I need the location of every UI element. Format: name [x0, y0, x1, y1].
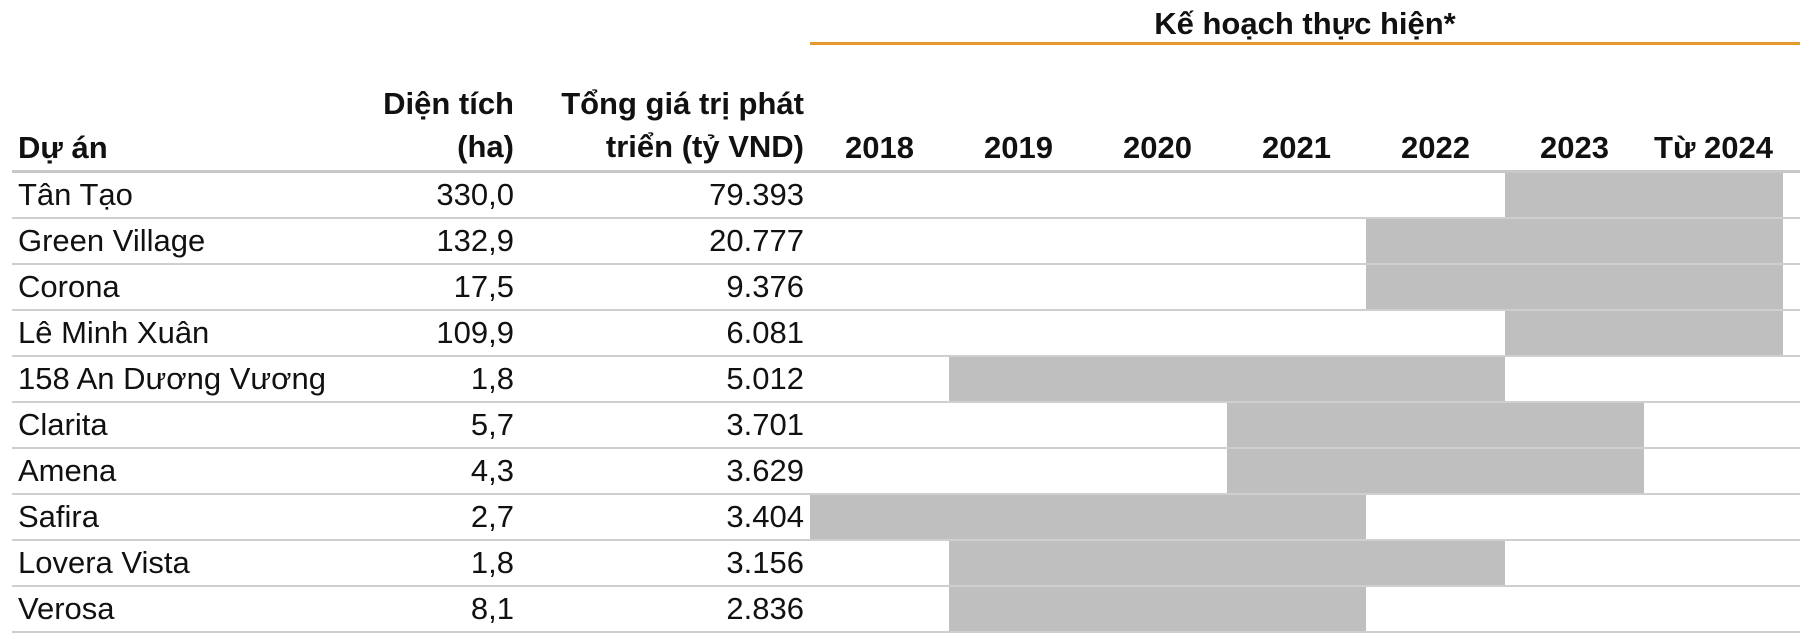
schedule-bar [1505, 311, 1783, 355]
year-header: 2019 [984, 130, 1053, 165]
table-row: Lovera Vista 1,8 3.156 [12, 541, 1800, 587]
plan-title: Kế hoạch thực hiện* [1154, 6, 1456, 41]
row-divider [12, 493, 1800, 495]
row-divider [12, 401, 1800, 403]
development-value-cell: 3.701 [726, 407, 804, 442]
year-header: 2021 [1262, 130, 1331, 165]
year-header: 2020 [1123, 130, 1192, 165]
schedule-bar [1227, 449, 1644, 493]
table-row: Amena 4,3 3.629 [12, 449, 1800, 495]
development-value-cell: 20.777 [709, 223, 804, 258]
development-value-cell: 5.012 [726, 361, 804, 396]
row-divider [12, 539, 1800, 541]
development-value-cell: 3.156 [726, 545, 804, 580]
development-value-cell: 3.404 [726, 499, 804, 534]
area-cell: 2,7 [470, 499, 514, 534]
row-divider [12, 263, 1800, 265]
header-area: Diện tích (ha) [383, 86, 514, 164]
table-row: Tân Tạo 330,0 79.393 [12, 173, 1800, 219]
area-cell: 1,8 [470, 545, 514, 580]
schedule-bar [949, 357, 1505, 401]
project-name-cell: Lovera Vista [18, 545, 190, 580]
row-divider [12, 631, 1800, 633]
header-development-value: Tổng giá trị phát triển (tỷ VND) [561, 86, 804, 164]
table-row: 158 An Dương Vương 1,8 5.012 [12, 357, 1800, 403]
year-header: 2023 [1540, 130, 1609, 165]
project-name-cell: Safira [18, 499, 99, 534]
development-value-cell: 3.629 [726, 453, 804, 488]
development-value-cell: 9.376 [726, 269, 804, 304]
development-value-cell: 6.081 [726, 315, 804, 350]
project-name-cell: Amena [18, 453, 117, 488]
row-divider [12, 585, 1800, 587]
area-cell: 109,9 [436, 315, 514, 350]
area-cell: 1,8 [470, 361, 514, 396]
table-row: Verosa 8,1 2.836 [12, 587, 1800, 633]
area-cell: 132,9 [436, 223, 514, 258]
table-row: Safira 2,7 3.404 [12, 495, 1800, 541]
area-cell: 330,0 [436, 177, 514, 212]
table-row: Clarita 5,7 3.701 [12, 403, 1800, 449]
schedule-bar [949, 541, 1505, 585]
row-divider [12, 309, 1800, 311]
header-divider [12, 170, 1800, 173]
development-value-cell: 2.836 [726, 591, 804, 626]
plan-title-underline [810, 42, 1800, 45]
row-divider [12, 355, 1800, 357]
schedule-bar [1366, 265, 1783, 309]
project-name-cell: Verosa [18, 591, 115, 626]
area-cell: 8,1 [470, 591, 514, 626]
header-project: Dự án [18, 130, 108, 165]
schedule-bar [949, 587, 1366, 631]
row-divider [12, 447, 1800, 449]
project-name-cell: Lê Minh Xuân [18, 315, 210, 350]
year-header: 2022 [1401, 130, 1470, 165]
year-header: Từ 2024 [1654, 130, 1773, 165]
table-row: Green Village 132,9 20.777 [12, 219, 1800, 265]
project-name-cell: Tân Tạo [18, 177, 133, 212]
area-cell: 4,3 [470, 453, 514, 488]
row-divider [12, 217, 1800, 219]
schedule-bar [1505, 173, 1783, 217]
project-name-cell: Clarita [18, 407, 108, 442]
area-cell: 17,5 [453, 269, 514, 304]
schedule-bar [1366, 219, 1783, 263]
table-row: Lê Minh Xuân 109,9 6.081 [12, 311, 1800, 357]
schedule-bar [1227, 403, 1644, 447]
year-header: 2018 [845, 130, 914, 165]
schedule-bar [810, 495, 1366, 539]
table-row: Corona 17,5 9.376 [12, 265, 1800, 311]
development-value-cell: 79.393 [709, 177, 804, 212]
area-cell: 5,7 [470, 407, 514, 442]
project-name-cell: 158 An Dương Vương [18, 361, 326, 396]
project-name-cell: Corona [18, 269, 120, 304]
project-name-cell: Green Village [18, 223, 206, 258]
